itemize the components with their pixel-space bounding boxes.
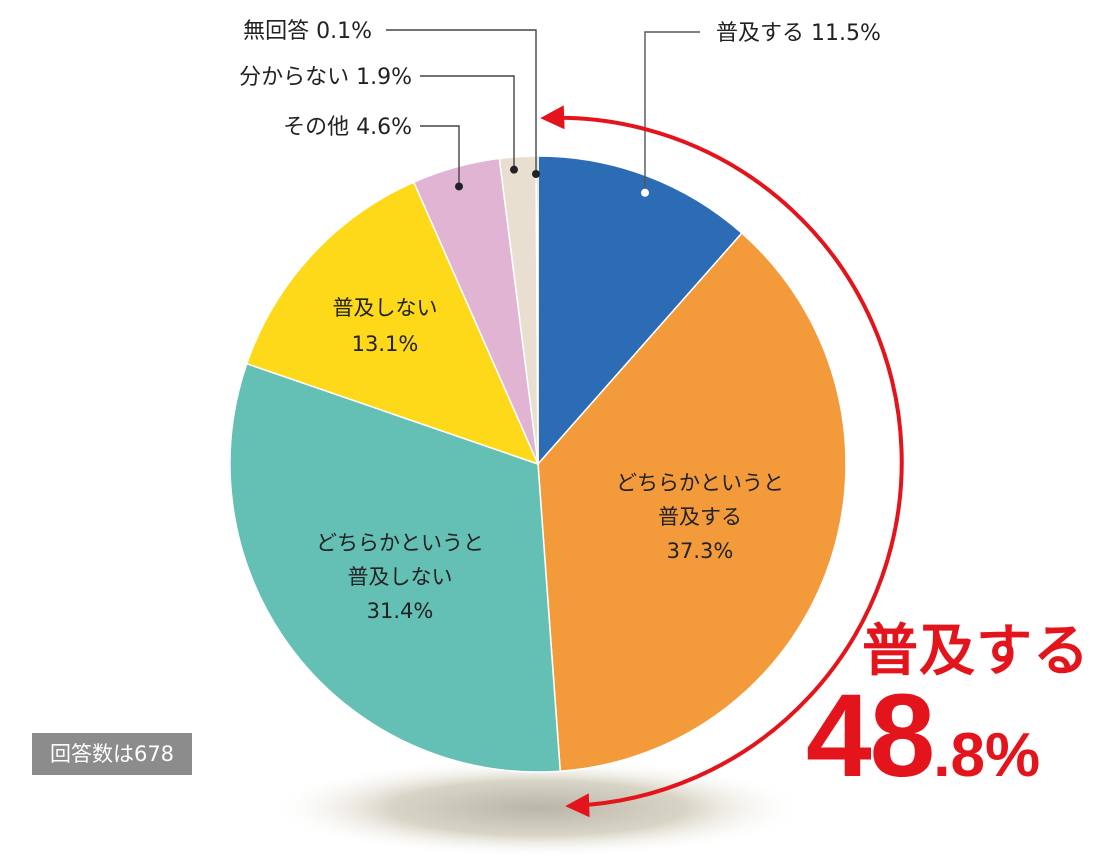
pie-shadow (268, 758, 808, 858)
leader-line-5 (420, 75, 515, 170)
slice-label-5: 分からない 1.9% (239, 65, 412, 90)
slice-label-2: どちらかというと普及しない 31.4% (316, 531, 484, 623)
pie-slice-1 (537, 232, 847, 772)
highlight-arc-arrow (540, 105, 904, 818)
slice-label-1: どちらかというと普及する 37.3% (616, 471, 784, 563)
slice-label-0: 普及する 11.5% (716, 21, 881, 46)
leader-dot-4 (455, 182, 463, 191)
leader-dot-5 (510, 165, 518, 174)
leader-line-0 (644, 31, 700, 193)
pie-slice-3 (245, 181, 540, 466)
highlight-value: 48.8% (806, 668, 1040, 804)
leader-line-6 (386, 29, 537, 175)
leader-dot-0 (641, 188, 649, 197)
leader-dot-6 (532, 170, 540, 179)
highlight-value-decimal: .8% (933, 721, 1041, 790)
pie-slices (229, 155, 847, 773)
slice-label-4: その他 4.6% (283, 115, 412, 140)
respondents-note: 回答数は678 (32, 733, 192, 775)
slice-label-6: 無回答 0.1% (243, 19, 372, 44)
highlight-label: 普及する (862, 619, 1090, 684)
pie-slice-2 (229, 362, 562, 773)
slice-labels: 普及する 11.5% どちらかというと普及する 37.3% どちらかというと普及しない… (239, 19, 881, 623)
leader-lines (386, 29, 700, 197)
leader-line-4 (420, 125, 460, 187)
highlight-value-integer: 48 (806, 670, 935, 802)
slice-label-3: 普及しない 13.1% (333, 296, 438, 356)
